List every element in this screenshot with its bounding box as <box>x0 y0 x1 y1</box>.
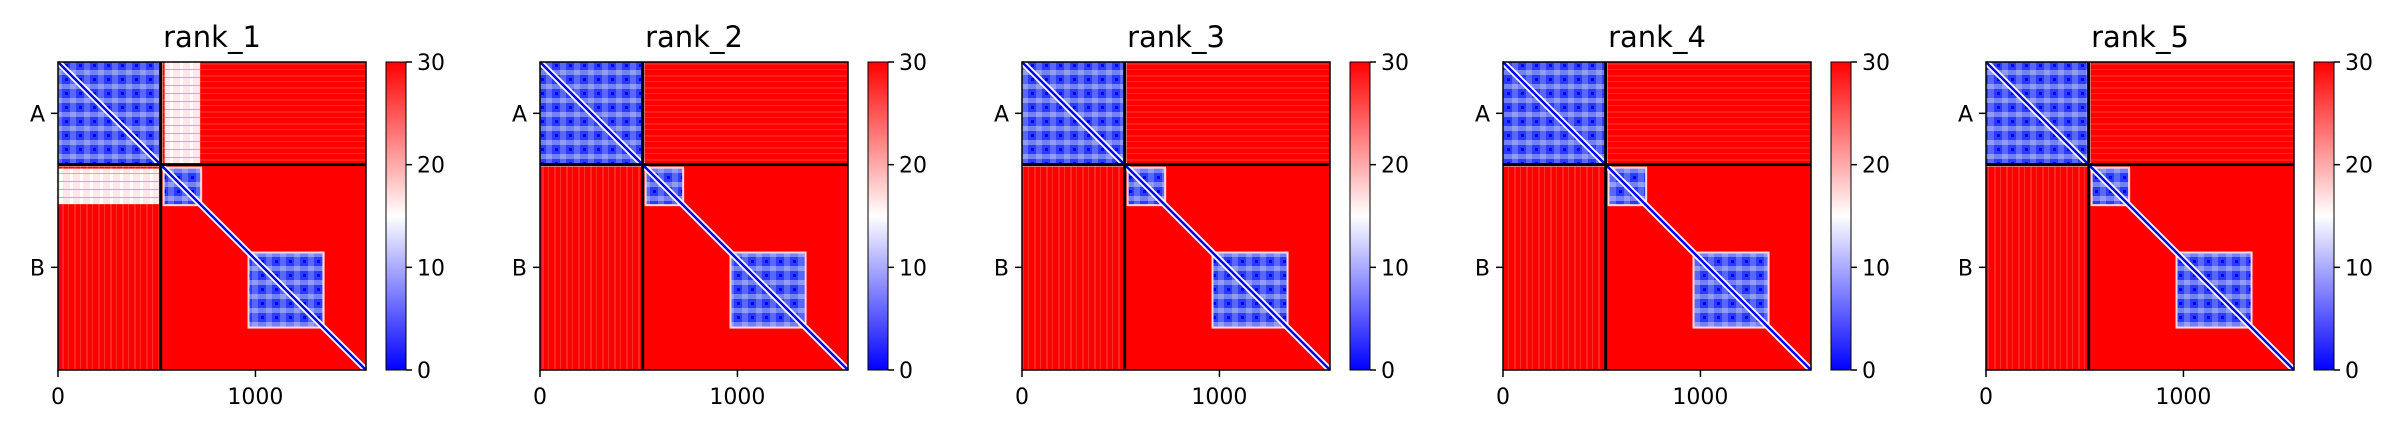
colorbar-frame <box>2313 61 2335 371</box>
offdiag-texture <box>1124 62 1330 165</box>
panel-title: rank_3 <box>1127 20 1225 54</box>
colorbar-frame <box>867 61 889 371</box>
interchain-contact-block <box>58 168 161 205</box>
panel-title: rank_2 <box>645 20 743 54</box>
diagonal <box>1021 61 1331 371</box>
x-tick-label: 0 <box>533 385 547 410</box>
x-tick-label: 0 <box>1496 385 1510 410</box>
x-tick-label: 1000 <box>709 385 765 410</box>
heatmap-panel-5: rank_5 A B 0 1000 0 10 20 30 <box>1958 20 2373 410</box>
offdiag-texture <box>1503 164 1606 370</box>
colorbar-gradient <box>2314 62 2334 370</box>
colorbar-tick-label: 0 <box>2345 359 2359 384</box>
offdiag-texture <box>642 62 848 165</box>
heatmap-cells <box>1500 59 1814 373</box>
x-tick-label: 0 <box>51 385 65 410</box>
colorbar-frame <box>385 61 407 371</box>
x-tick-label: 0 <box>1979 385 1993 410</box>
colorbar-tick-label: 10 <box>417 256 445 281</box>
chain-label-B: B <box>30 256 45 281</box>
diagonal <box>1985 61 2295 371</box>
colorbar-tick-label: 20 <box>1381 154 1409 179</box>
colorbar-tick-label: 20 <box>899 154 927 179</box>
colorbar-tick-label: 30 <box>417 51 445 76</box>
chain-label-B: B <box>1475 256 1490 281</box>
colorbar: 0 10 20 30 <box>1830 51 1890 384</box>
colorbar-gradient <box>386 62 406 370</box>
diagonal <box>539 61 849 371</box>
colorbar: 0 10 20 30 <box>2313 51 2373 384</box>
offdiag-texture <box>1986 164 2089 370</box>
colorbar-tick-label: 0 <box>417 359 431 384</box>
heatmap-cells <box>1019 59 1333 373</box>
interchain-contact-block <box>164 62 201 165</box>
heatmap-cells <box>1983 59 2297 373</box>
colorbar-tick-label: 10 <box>1862 256 1890 281</box>
x-tick-label: 1000 <box>1672 385 1728 410</box>
heatmap-panel-1: rank_1 A B 0 1000 0 10 20 30 <box>30 20 445 410</box>
colorbar-tick-label: 0 <box>1862 359 1876 384</box>
x-tick-label: 1000 <box>227 385 283 410</box>
colorbar: 0 10 20 30 <box>867 51 927 384</box>
diagonal <box>1502 61 1812 371</box>
colorbar-tick-label: 0 <box>1381 359 1395 384</box>
plot-frame <box>1502 61 1812 371</box>
heatmap-panel-4: rank_4 A B 0 1000 0 10 20 30 <box>1475 20 1890 410</box>
colorbar-tick-label: 20 <box>1862 154 1890 179</box>
offdiag-texture <box>1022 164 1125 370</box>
colorbar: 0 10 20 30 <box>385 51 445 384</box>
chain-label-A: A <box>30 102 45 127</box>
panel-title: rank_1 <box>163 20 261 54</box>
colorbar-tick-label: 0 <box>899 359 913 384</box>
colorbar-tick-label: 10 <box>2345 256 2373 281</box>
x-tick-label: 1000 <box>2155 385 2211 410</box>
colorbar-tick-label: 10 <box>1381 256 1409 281</box>
x-tick-label: 0 <box>1015 385 1029 410</box>
chain-label-B: B <box>1958 256 1973 281</box>
colorbar-frame <box>1349 61 1371 371</box>
x-tick-label: 1000 <box>1191 385 1247 410</box>
plot-frame <box>57 61 367 371</box>
panel-title: rank_4 <box>1608 20 1706 54</box>
heatmap-panel-3: rank_3 A B 0 1000 0 10 20 30 <box>994 20 1409 410</box>
chain-label-A: A <box>1958 102 1973 127</box>
colorbar: 0 10 20 30 <box>1349 51 1409 384</box>
chain-label-A: A <box>512 102 527 127</box>
colorbar-frame <box>1830 61 1852 371</box>
diagonal <box>57 61 367 371</box>
chain-label-B: B <box>512 256 527 281</box>
heatmap-cells <box>55 59 369 373</box>
chain-label-B: B <box>994 256 1009 281</box>
heatmap-panel-2: rank_2 A B 0 1000 0 10 20 30 <box>512 20 927 410</box>
colorbar-tick-label: 30 <box>899 51 927 76</box>
offdiag-texture <box>2088 62 2294 165</box>
panel-title: rank_5 <box>2091 20 2189 54</box>
plot-frame <box>1985 61 2295 371</box>
colorbar-tick-label: 30 <box>2345 51 2373 76</box>
colorbar-tick-label: 30 <box>1862 51 1890 76</box>
plot-frame <box>1021 61 1331 371</box>
colorbar-tick-label: 10 <box>899 256 927 281</box>
offdiag-texture <box>1605 62 1811 165</box>
offdiag-texture <box>540 164 643 370</box>
chain-label-A: A <box>1475 102 1490 127</box>
chain-label-A: A <box>994 102 1009 127</box>
colorbar-gradient <box>1350 62 1370 370</box>
colorbar-gradient <box>1831 62 1851 370</box>
colorbar-gradient <box>868 62 888 370</box>
colorbar-tick-label: 20 <box>417 154 445 179</box>
heatmap-cells <box>537 59 851 373</box>
plot-frame <box>539 61 849 371</box>
colorbar-tick-label: 30 <box>1381 51 1409 76</box>
colorbar-tick-label: 20 <box>2345 154 2373 179</box>
